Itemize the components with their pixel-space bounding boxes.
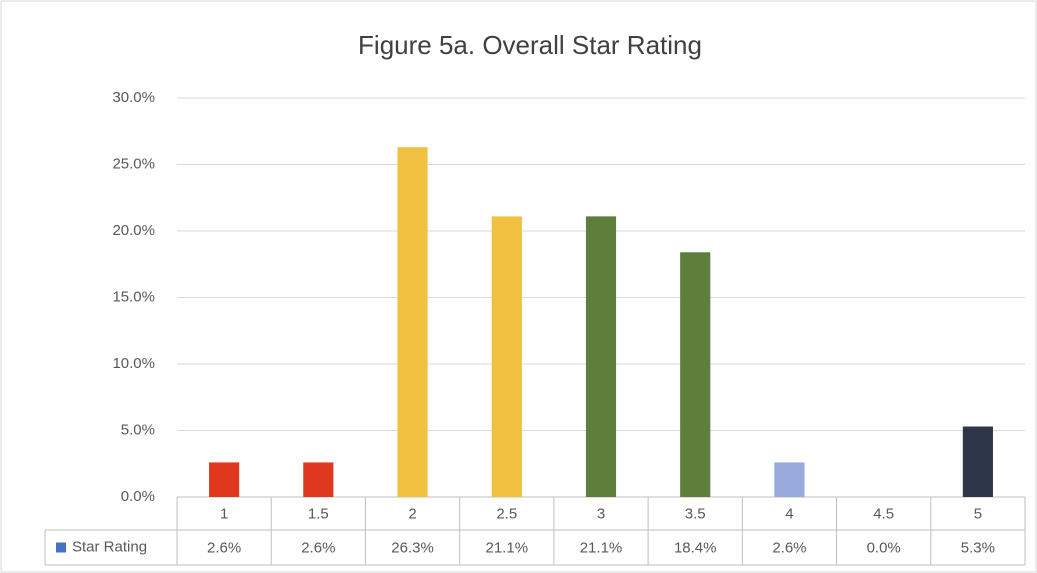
table-value: 2.6% [207,539,241,556]
bar [774,462,805,497]
x-tick-label: 3 [597,505,605,522]
x-tick-label: 5 [974,505,982,522]
table-value: 0.0% [867,539,901,556]
x-tick-label: 2 [408,505,416,522]
table-value: 26.3% [391,539,434,556]
bar [303,462,334,497]
legend-label: Star Rating [72,538,147,555]
x-tick-label: 3.5 [685,505,706,522]
y-tick-label: 5.0% [121,421,155,438]
y-tick-label: 0.0% [121,488,155,505]
table-value: 21.1% [486,539,529,556]
table-value: 2.6% [301,539,335,556]
legend-marker [56,542,66,553]
bar [491,216,522,497]
bar [680,252,711,497]
bar [585,216,617,497]
y-tick-label: 30.0% [112,89,155,106]
x-tick-label: 1.5 [308,505,329,522]
chart-title: Figure 5a. Overall Star Rating [358,30,702,60]
x-tick-label: 4 [785,505,793,522]
bar [209,462,240,497]
table-value: 21.1% [580,539,623,556]
y-tick-label: 10.0% [112,355,155,372]
x-tick-label: 2.5 [496,505,517,522]
table-value: 18.4% [674,539,717,556]
table-value: 2.6% [772,539,806,556]
x-tick-label: 1 [220,505,228,522]
y-tick-label: 20.0% [112,222,155,239]
y-tick-label: 15.0% [112,288,155,305]
table-value: 5.3% [961,539,995,556]
bar [397,147,428,497]
bar [962,426,993,497]
y-tick-label: 25.0% [112,155,155,172]
x-tick-label: 4.5 [873,505,894,522]
